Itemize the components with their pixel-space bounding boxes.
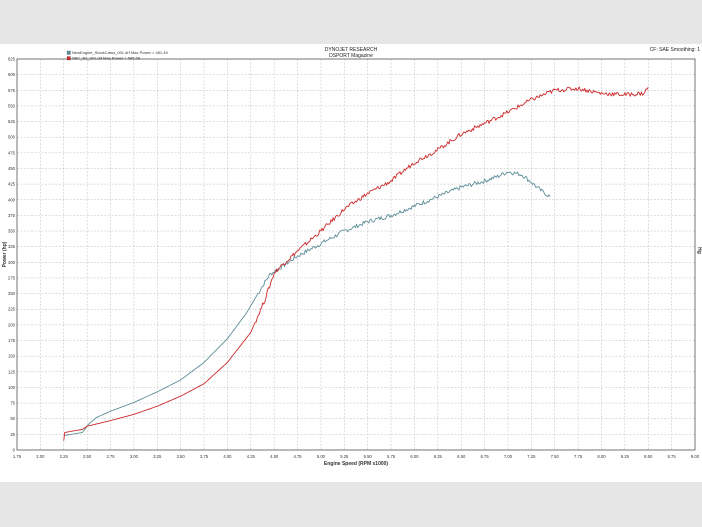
- y-tick-label: 400: [8, 197, 16, 202]
- x-tick-label: 4.75: [293, 454, 302, 459]
- y-tick-label: 300: [8, 260, 16, 265]
- legend-swatch: [66, 56, 71, 61]
- x-tick-label: 2.00: [36, 454, 45, 459]
- x-tick-label: 8.00: [597, 454, 606, 459]
- y-tick-label: 525: [8, 119, 16, 124]
- y-tick-label: 575: [8, 88, 16, 93]
- header-customer: DSPORT Magazine: [329, 53, 373, 59]
- header-company: DYNOJET RESEARCH: [325, 47, 378, 53]
- series-line-1: [63, 86, 649, 441]
- plot-frame: [16, 58, 696, 451]
- x-tick-label: 1.75: [13, 454, 22, 459]
- y-tick-label: 600: [8, 72, 16, 77]
- x-tick-label: 5.25: [340, 454, 349, 459]
- x-tick-label: 5.50: [364, 454, 373, 459]
- legend-swatch: [66, 50, 71, 55]
- x-tick-label: 3.50: [177, 454, 186, 459]
- y-tick-label: 225: [8, 307, 16, 312]
- legend-entry: NewEngine_StockCams_001.drf Max Power = …: [72, 50, 168, 55]
- x-tick-label: 5.75: [387, 454, 396, 459]
- x-tick-label: 6.00: [410, 454, 419, 459]
- y-tick-label: 450: [8, 166, 16, 171]
- y-tick-label: 0: [13, 448, 16, 453]
- y-axis-ticks: 0 25 50 75 100 125 150 175 200 225 250 275 300 325 350…: [8, 57, 16, 453]
- y-tick-label: 350: [8, 229, 16, 234]
- y-tick-label: 625: [8, 57, 16, 62]
- y-tick-label: 250: [8, 291, 16, 296]
- y-tick-label: 325: [8, 244, 16, 249]
- y-tick-label: 475: [8, 150, 16, 155]
- y-tick-label: 75: [10, 401, 15, 406]
- x-tick-label: 7.25: [527, 454, 536, 459]
- x-tick-label: 5.00: [317, 454, 326, 459]
- y-tick-label: 175: [8, 338, 16, 343]
- dyno-chart-sheet: DYNOJET RESEARCH DSPORT Magazine CF: SAE…: [0, 44, 702, 482]
- x-tick-label: 8.25: [621, 454, 630, 459]
- x-tick-label: 3.75: [200, 454, 209, 459]
- x-tick-label: 6.50: [457, 454, 466, 459]
- x-tick-label: 4.25: [247, 454, 256, 459]
- x-tick-label: 2.50: [83, 454, 92, 459]
- x-tick-label: 7.75: [574, 454, 583, 459]
- x-tick-label: 4.50: [270, 454, 279, 459]
- x-tick-label: 8.75: [668, 454, 677, 459]
- y-tick-label: 550: [8, 103, 16, 108]
- x-tick-label: 7.00: [504, 454, 513, 459]
- x-tick-label: 8.50: [644, 454, 653, 459]
- x-tick-label: 3.00: [130, 454, 139, 459]
- series-line-0: [63, 171, 551, 437]
- legend: NewEngine_StockCams_001.drf Max Power = …: [66, 50, 168, 61]
- y-axis-title: Power (hp): [2, 241, 8, 267]
- dyno-power-chart: DYNOJET RESEARCH DSPORT Magazine CF: SAE…: [2, 47, 702, 467]
- legend-entry: SBC_B2_001.drf Max Power = 585.58: [72, 56, 141, 61]
- header-correction-info: CF: SAE Smoothing: 1: [650, 47, 701, 53]
- y-tick-label: 275: [8, 275, 16, 280]
- x-axis-ticks: 1.75 2.00 2.25 2.50 2.75 3.00 3.25 3.50 3.75 4.00…: [13, 454, 700, 459]
- y-tick-label: 25: [10, 432, 15, 437]
- x-tick-label: 2.75: [106, 454, 115, 459]
- y-tick-label: 50: [10, 416, 15, 421]
- series-lines: [63, 86, 649, 441]
- y-tick-label: 425: [8, 182, 16, 187]
- y-tick-label: 125: [8, 369, 16, 374]
- x-tick-label: 9.00: [691, 454, 700, 459]
- x-tick-label: 2.25: [60, 454, 69, 459]
- y-tick-label: 375: [8, 213, 16, 218]
- grid: [16, 58, 696, 451]
- x-tick-label: 7.50: [551, 454, 560, 459]
- x-tick-label: 4.00: [223, 454, 232, 459]
- right-axis-title: Hg: [696, 247, 702, 254]
- y-tick-label: 150: [8, 354, 16, 359]
- y-tick-label: 200: [8, 322, 16, 327]
- x-tick-label: 6.25: [434, 454, 443, 459]
- x-tick-label: 6.75: [481, 454, 490, 459]
- x-tick-label: 3.25: [153, 454, 162, 459]
- y-tick-label: 100: [8, 385, 16, 390]
- y-tick-label: 500: [8, 135, 16, 140]
- x-axis-title: Engine Speed (RPM x1000): [324, 461, 389, 467]
